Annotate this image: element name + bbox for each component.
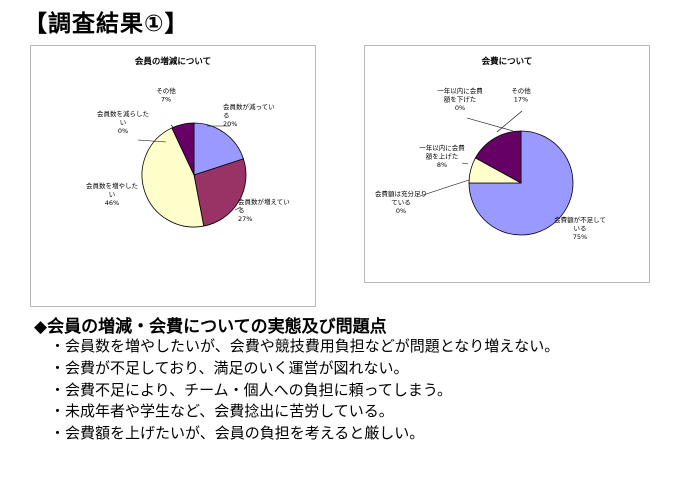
slice-label: 一年以内に会費額を下げた 0%: [437, 86, 483, 112]
leader-line: [170, 124, 175, 129]
slice-label: 会費額は充分足りている 0%: [375, 189, 427, 215]
chart-title: 会員の増減について: [134, 56, 211, 67]
slice-label: その他 7%: [156, 86, 176, 104]
problem-points-list: ・会員数を増やしたいが、会費や競技費用負担などが問題となり増えない。 ・会費が不…: [50, 336, 559, 445]
leader-line: [466, 117, 514, 132]
leader-line: [137, 139, 167, 143]
pie-slice: [468, 130, 574, 236]
problem-point: ・会費不足により、チーム・個人への負担に頼ってしまう。: [50, 380, 453, 399]
leader-line: [234, 206, 242, 211]
leader-line: [496, 110, 523, 133]
leader-line: [419, 179, 470, 197]
problem-point: ・会費が不足しており、満足のいく運営が図れない。: [50, 358, 409, 377]
slice-label: 会員数が減っている 20%: [223, 102, 275, 128]
pie-slice: [193, 122, 244, 176]
slice-label: その他 17%: [511, 86, 531, 104]
problem-point: ・会費額を上げたいが、会員の負担を考えると厳しい。: [50, 424, 425, 443]
fee-chart: 会費について会費額が不足している 75% 会費額は充分足りている 0% 一年以内に会費額…: [364, 45, 650, 283]
pie-slice: [474, 130, 522, 184]
slice-label: 会費額が不足している 75%: [554, 215, 606, 241]
leader-line: [461, 162, 469, 165]
member-change-chart: 会員の増減について会員数が減っている 20% 会員数が増えている 27% 会員数を増やし…: [30, 45, 316, 307]
page-title: 【調査結果①】: [24, 11, 189, 37]
slice-label: 会員数が増えている 27%: [238, 197, 290, 223]
section-heading: ◆会員の増減・会費についての実態及び問題点: [34, 317, 387, 337]
problem-point: ・会員数を増やしたいが、会費や競技費用負担などが問題となり増えない。: [50, 337, 560, 355]
pie-slice: [193, 158, 247, 227]
slice-label: 会員数を増やしたい 46%: [86, 181, 138, 207]
problem-point: ・未成年者や学生など、会費捻出に苦労している。: [50, 402, 394, 421]
slice-label: 会員数を減らしたい 0%: [97, 109, 149, 135]
pie-slice: [141, 127, 205, 228]
pie-slice: [171, 122, 195, 176]
chart-title: 会費について: [481, 56, 533, 67]
slice-label: 一年以内に会費額を上げた 8%: [419, 143, 465, 169]
